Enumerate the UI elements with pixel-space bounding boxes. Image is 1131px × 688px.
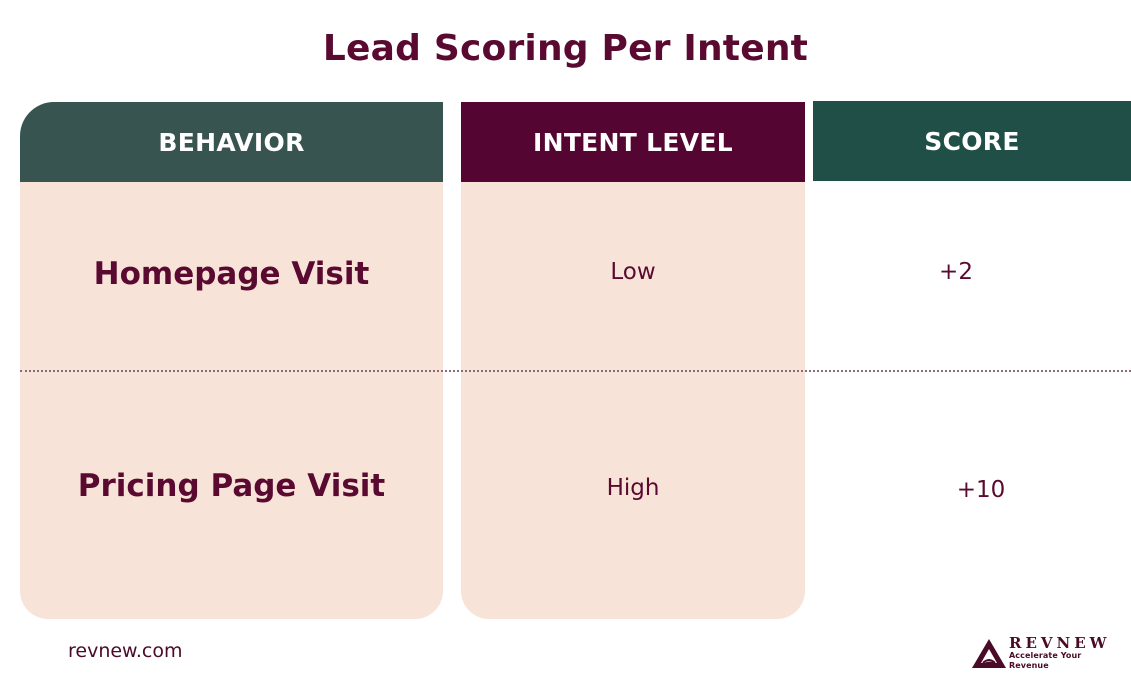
page-title: Lead Scoring Per Intent	[322, 28, 809, 69]
row-1-score: +2	[939, 259, 973, 285]
row-2-score: +10	[956, 477, 1006, 503]
score-header-label: SCORE	[924, 126, 1020, 156]
row-1-behavior: Homepage Visit	[93, 256, 370, 292]
behavior-header-label: BEHAVIOR	[158, 127, 305, 157]
logo-name: REVNEW	[1009, 634, 1111, 652]
row-1-intent-level: Low	[610, 259, 656, 285]
intent-level-header-label: INTENT LEVEL	[533, 127, 733, 157]
row-divider	[20, 370, 1131, 372]
revnew-logo-icon	[972, 639, 1006, 668]
row-2-behavior: Pricing Page Visit	[77, 468, 386, 504]
revnew-logo: REVNEW Accelerate Your Revenue	[971, 634, 1111, 670]
row-2-intent-level: High	[606, 475, 660, 501]
score-header: SCORE	[813, 101, 1131, 181]
logo-tagline: Accelerate Your Revenue	[1009, 651, 1082, 670]
footer-url: revnew.com	[68, 640, 183, 662]
behavior-column-panel	[20, 180, 443, 619]
intent-level-header: INTENT LEVEL	[461, 102, 805, 182]
intent-column-panel	[461, 180, 805, 619]
behavior-header: BEHAVIOR	[20, 102, 443, 182]
